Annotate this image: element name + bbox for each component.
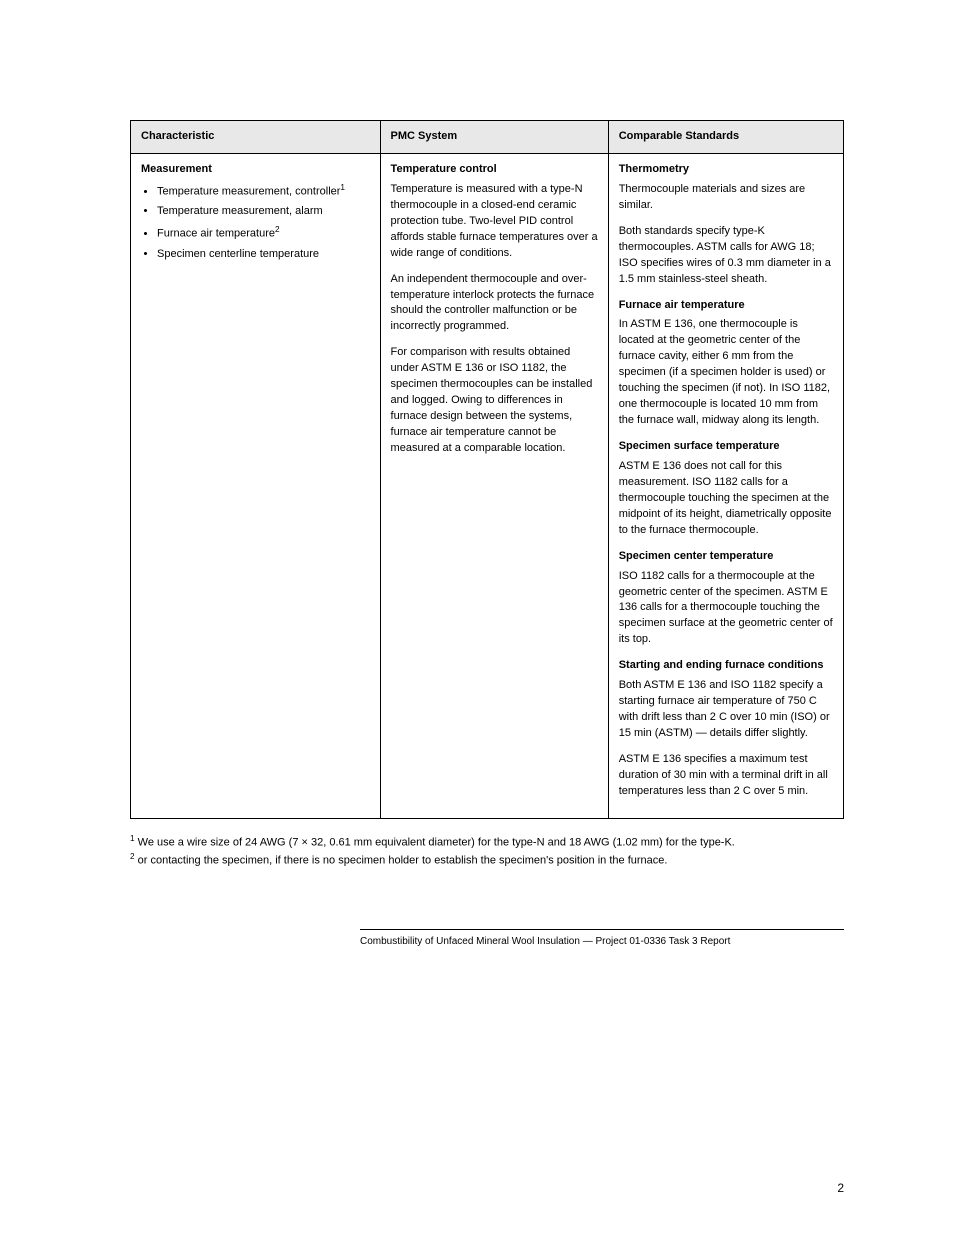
page: Characteristic PMC System Comparable Sta… xyxy=(0,0,954,1235)
footnote-text: We use a wire size of 24 AWG (7 × 32, 0.… xyxy=(138,836,735,848)
table-header-row: Characteristic PMC System Comparable Sta… xyxy=(131,121,844,154)
pmc-para: For comparison with results obtained und… xyxy=(391,345,598,457)
comp-cond-title: Starting and ending furnace conditions xyxy=(619,658,833,674)
comp-surf-title: Specimen surface temperature xyxy=(619,439,833,455)
col-header-comparable: Comparable Standards xyxy=(608,121,843,154)
footer-rule xyxy=(360,929,844,930)
cell-comparable: Thermometry Thermocouple materials and s… xyxy=(608,153,843,818)
comp-para: ASTM E 136 does not call for this measur… xyxy=(619,459,833,539)
char-item: Temperature measurement, alarm xyxy=(157,204,370,220)
pmc-para: An independent thermocouple and over-tem… xyxy=(391,272,598,336)
comp-air-title: Furnace air temperature xyxy=(619,298,833,314)
cell-pmc: Temperature control Temperature is measu… xyxy=(380,153,608,818)
footnote-ref: 1 xyxy=(340,183,345,192)
footnote-text: or contacting the specimen, if there is … xyxy=(138,855,668,867)
comp-para: Both ASTM E 136 and ISO 1182 specify a s… xyxy=(619,678,833,742)
char-item: Specimen centerline temperature xyxy=(157,247,370,263)
comp-para: Both standards specify type-K thermocoup… xyxy=(619,224,833,288)
footer-text: Combustibility of Unfaced Mineral Wool I… xyxy=(360,936,844,947)
footnote-num: 1 xyxy=(130,834,135,843)
char-item: Furnace air temperature2 xyxy=(157,224,370,243)
pmc-para: Temperature is measured with a type-N th… xyxy=(391,182,598,262)
comp-para: ISO 1182 calls for a thermocouple at the… xyxy=(619,569,833,649)
comp-para: ASTM E 136 specifies a maximum test dura… xyxy=(619,752,833,800)
footnotes: 1 We use a wire size of 24 AWG (7 × 32, … xyxy=(130,833,844,869)
footnote-ref: 2 xyxy=(275,225,280,234)
pmc-title: Temperature control xyxy=(391,162,598,178)
table-row: Measurement Temperature measurement, con… xyxy=(131,153,844,818)
footnote: 1 We use a wire size of 24 AWG (7 × 32, … xyxy=(130,833,844,851)
comp-para: Thermocouple materials and sizes are sim… xyxy=(619,182,833,214)
page-number: 2 xyxy=(837,1181,844,1195)
cell-characteristic: Measurement Temperature measurement, con… xyxy=(131,153,381,818)
spec-table: Characteristic PMC System Comparable Sta… xyxy=(130,120,844,819)
comp-center-title: Specimen center temperature xyxy=(619,549,833,565)
comp-thermo-title: Thermometry xyxy=(619,162,833,178)
col-header-pmc: PMC System xyxy=(380,121,608,154)
char-list: Temperature measurement, controller1 Tem… xyxy=(157,182,370,263)
footnote-num: 2 xyxy=(130,852,135,861)
char-item: Temperature measurement, controller1 xyxy=(157,182,370,201)
comp-para: In ASTM E 136, one thermocouple is locat… xyxy=(619,317,833,429)
col-header-characteristic: Characteristic xyxy=(131,121,381,154)
footnote: 2 or contacting the specimen, if there i… xyxy=(130,851,844,869)
char-title: Measurement xyxy=(141,162,370,178)
